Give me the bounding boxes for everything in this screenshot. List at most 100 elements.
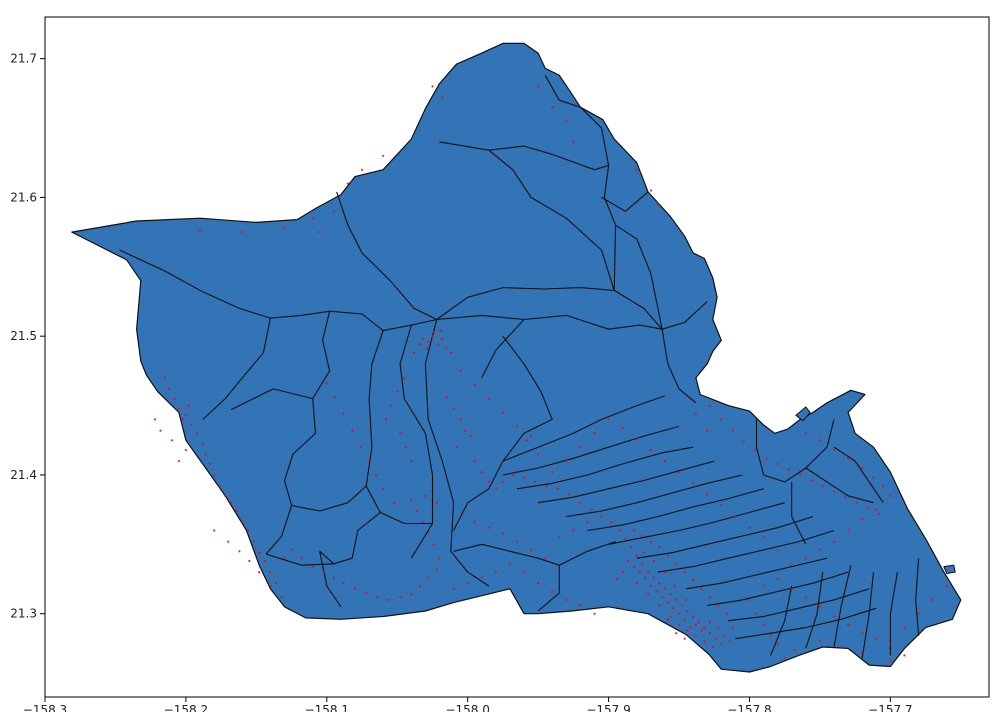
data-point (694, 634, 698, 638)
data-point (399, 432, 402, 435)
data-point (431, 85, 434, 88)
data-point (646, 593, 650, 596)
data-point (723, 634, 726, 638)
data-point (818, 640, 822, 643)
data-point (711, 645, 714, 649)
data-point (439, 329, 442, 332)
data-point (269, 571, 272, 574)
data-point (586, 521, 589, 524)
region-boundary (587, 488, 764, 532)
data-point (403, 376, 406, 379)
data-point (501, 480, 504, 483)
data-point (658, 604, 661, 607)
data-point (725, 612, 729, 615)
data-point (872, 476, 875, 479)
data-point (790, 564, 793, 567)
data-point (469, 435, 472, 438)
data-point (649, 584, 653, 588)
data-point (463, 429, 466, 432)
data-point (480, 471, 483, 474)
data-point (224, 494, 227, 497)
x-tick-label: −158.0 (445, 703, 489, 712)
data-point (427, 576, 430, 579)
y-tick-label: 21.5 (10, 329, 37, 343)
data-point (568, 493, 571, 496)
region-boundary (636, 516, 814, 559)
region-boundary (436, 287, 663, 330)
data-point (565, 460, 568, 463)
data-point (694, 412, 698, 415)
region-boundary (283, 311, 331, 506)
data-point (945, 584, 948, 588)
region-boundary (230, 388, 313, 411)
data-point (198, 229, 202, 232)
data-point (455, 446, 458, 449)
data-point (432, 330, 435, 334)
data-point (642, 551, 645, 554)
data-point (748, 598, 751, 602)
data-point (618, 529, 622, 532)
data-point (903, 626, 906, 629)
data-point (903, 654, 906, 657)
data-point (666, 618, 669, 621)
data-point (818, 439, 822, 442)
data-point (346, 182, 349, 185)
region-boundary (439, 141, 609, 171)
y-tick-label: 21.6 (10, 190, 37, 204)
region-boundary (502, 425, 680, 476)
data-point (375, 473, 378, 477)
region-boundary (889, 572, 898, 656)
data-point (241, 521, 244, 524)
data-point (917, 612, 920, 615)
data-point (418, 584, 421, 588)
region-boundary (453, 460, 504, 531)
data-point (437, 343, 440, 346)
data-point (418, 343, 421, 346)
data-point (269, 584, 272, 588)
data-point (790, 587, 793, 590)
data-point (258, 571, 261, 574)
data-point (449, 351, 452, 354)
data-point (818, 605, 822, 608)
data-point (544, 557, 547, 560)
region-boundary (580, 106, 610, 166)
data-point (832, 490, 836, 493)
data-point (717, 604, 720, 607)
data-point (847, 623, 850, 626)
data-point (508, 562, 512, 565)
data-point (248, 559, 251, 563)
data-point (565, 120, 568, 123)
data-point (501, 411, 504, 414)
data-point (632, 529, 636, 532)
data-point (522, 571, 526, 574)
data-point (734, 515, 737, 518)
data-point (844, 496, 847, 499)
region-boundary (661, 329, 697, 404)
data-point (666, 554, 669, 557)
region-boundary (424, 319, 455, 552)
region-boundary (202, 317, 271, 420)
x-tick-label: −157.7 (868, 703, 912, 712)
data-point (376, 596, 379, 599)
data-point (635, 168, 638, 171)
region-boundary (805, 572, 824, 649)
data-point (311, 217, 314, 220)
data-point (332, 210, 335, 213)
region-boundary (516, 446, 694, 490)
data-point (530, 548, 533, 552)
data-point (258, 551, 261, 554)
region-boundary (770, 585, 793, 656)
data-point (703, 640, 706, 643)
region-boundary (481, 319, 525, 379)
data-point (290, 548, 293, 552)
data-point (551, 471, 554, 474)
data-point (692, 482, 695, 485)
data-point (728, 640, 731, 643)
region-boundary (266, 553, 334, 566)
data-point (511, 473, 514, 477)
data-point (765, 457, 768, 460)
data-point (177, 460, 180, 463)
region-boundary (119, 249, 271, 319)
data-point (551, 590, 554, 593)
